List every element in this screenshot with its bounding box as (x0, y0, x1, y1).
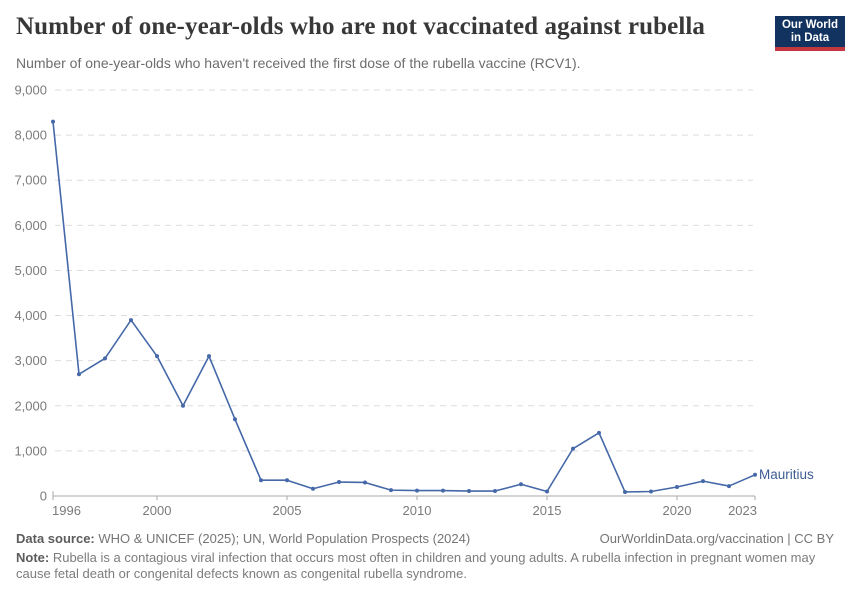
data-point (545, 489, 549, 494)
data-point (493, 489, 497, 494)
note-label: Note: (16, 550, 50, 565)
y-tick-label: 7,000 (14, 173, 47, 188)
owid-logo-line1: Our World (781, 19, 838, 31)
data-point (311, 486, 315, 491)
note-text: Rubella is a contagious viral infection … (16, 550, 816, 581)
datasource-text: WHO & UNICEF (2025); UN, World Populatio… (94, 531, 471, 546)
series-line (52, 120, 756, 493)
x-tick-label: 2005 (273, 503, 302, 518)
data-point (259, 478, 263, 483)
y-tick-label: 8,000 (14, 128, 47, 143)
y-tick-label: 2,000 (14, 398, 47, 413)
data-point (519, 482, 523, 487)
y-tick-label: 5,000 (14, 263, 47, 278)
data-point (701, 479, 705, 484)
x-tick-label: 2000 (143, 503, 172, 518)
data-point (363, 480, 367, 485)
data-point (233, 417, 237, 422)
y-tick-label: 4,000 (14, 308, 47, 323)
entity-label: Mauritius (759, 467, 814, 482)
data-point (597, 430, 601, 435)
y-tick-label: 6,000 (14, 218, 47, 233)
data-point (571, 446, 575, 451)
credit-link[interactable]: OurWorldinData.org/vaccination | CC BY (599, 531, 834, 546)
y-tick-label: 9,000 (14, 83, 47, 98)
y-tick-label: 1,000 (14, 443, 47, 458)
data-point (623, 489, 627, 494)
data-point (285, 478, 289, 483)
data-point (467, 489, 471, 494)
y-tick-label: 3,000 (14, 353, 47, 368)
x-tick-label: 1996 (52, 503, 81, 518)
chart-note: Note: Rubella is a contagious viral infe… (16, 550, 834, 582)
data-point (181, 403, 185, 408)
chart-footer: Data source: WHO & UNICEF (2025); UN, Wo… (16, 531, 834, 582)
chart-subtitle: Number of one-year-olds who haven't rece… (16, 55, 581, 71)
data-point (51, 119, 55, 124)
data-point (649, 489, 653, 494)
datasource-label: Data source: (16, 531, 95, 546)
data-point (103, 356, 107, 361)
data-point (753, 472, 757, 477)
datasource: Data source: WHO & UNICEF (2025); UN, Wo… (16, 531, 470, 547)
y-tick-label: 0 (40, 489, 47, 504)
owid-logo-line2: in Data (790, 32, 830, 44)
data-point (415, 488, 419, 493)
x-tick-label: 2020 (663, 503, 692, 518)
x-tick-label: 2015 (533, 503, 562, 518)
data-point (129, 318, 133, 323)
page-title: Number of one-year-olds who are not vacc… (16, 13, 706, 40)
x-tick-label: 2023 (728, 503, 757, 518)
datasource-row: Data source: WHO & UNICEF (2025); UN, Wo… (16, 531, 834, 547)
data-point (337, 480, 341, 485)
data-point (441, 488, 445, 493)
data-point (675, 484, 679, 489)
data-point (727, 484, 731, 489)
owid-logo[interactable]: Our World in Data (774, 16, 845, 51)
data-point (389, 488, 393, 493)
data-point (77, 372, 81, 377)
data-point (155, 354, 159, 359)
data-point (207, 354, 211, 359)
x-tick-label: 2010 (403, 503, 432, 518)
